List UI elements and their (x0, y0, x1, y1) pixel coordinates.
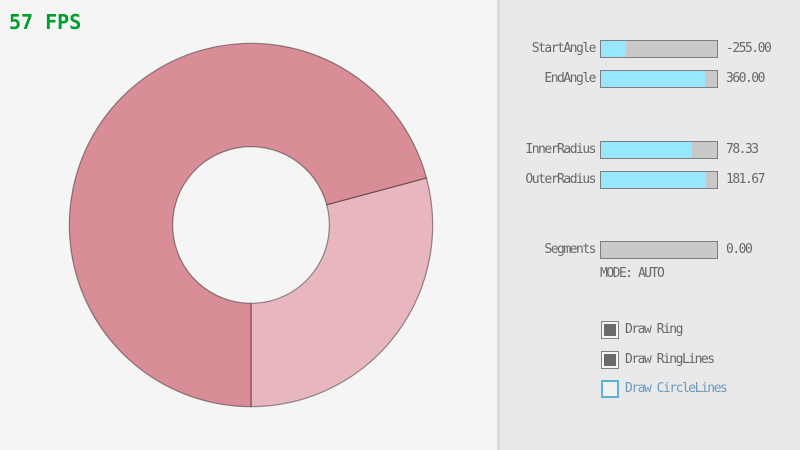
slider-row-endangle: EndAngle 360.00 (500, 70, 800, 88)
controls-panel: StartAngle -255.00 EndAngle 360.00 Inner… (500, 0, 800, 450)
slider-fill-innerradius (601, 142, 692, 158)
slider-value-innerradius: 78.33 (726, 142, 759, 157)
slider-label-outerradius: OuterRadius (525, 172, 596, 187)
ring-sector (250, 177, 434, 408)
slider-label-endangle: EndAngle (544, 71, 596, 86)
checkbox-label-draw-ring: Draw Ring (625, 322, 683, 337)
slider-innerradius[interactable] (600, 141, 718, 159)
slider-fill-startangle (601, 41, 627, 57)
slider-value-endangle: 360.00 (726, 71, 765, 86)
checkbox-draw-ring[interactable] (601, 321, 619, 339)
checkbox-row-draw-circlelines: Draw CircleLines (500, 380, 800, 398)
slider-endangle[interactable] (600, 70, 718, 88)
slider-value-startangle: -255.00 (726, 41, 772, 56)
slider-fill-outerradius (601, 172, 707, 188)
segments-mode-text: MODE: AUTO (600, 266, 665, 281)
ring-sector (68, 42, 428, 408)
slider-row-startangle: StartAngle -255.00 (500, 40, 800, 58)
slider-segments[interactable] (600, 241, 718, 259)
checkbox-draw-ringlines[interactable] (601, 351, 619, 369)
ring-canvas (68, 42, 434, 408)
checkbox-label-draw-circlelines: Draw CircleLines (625, 381, 728, 396)
slider-row-segments: Segments 0.00 (500, 241, 800, 259)
slider-outerradius[interactable] (600, 171, 718, 189)
checkbox-label-draw-ringlines: Draw RingLines (625, 352, 715, 367)
slider-row-innerradius: InnerRadius 78.33 (500, 141, 800, 159)
slider-fill-endangle (601, 71, 706, 87)
slider-row-outerradius: OuterRadius 181.67 (500, 171, 800, 189)
check-mark (604, 354, 616, 366)
panel-divider (497, 0, 500, 450)
checkbox-draw-circlelines[interactable] (601, 380, 619, 398)
checkbox-row-draw-ringlines: Draw RingLines (500, 351, 800, 369)
slider-startangle[interactable] (600, 40, 718, 58)
checkbox-row-draw-ring: Draw Ring (500, 321, 800, 339)
slider-value-outerradius: 181.67 (726, 172, 765, 187)
fps-counter: 57 FPS (9, 10, 82, 34)
slider-label-startangle: StartAngle (531, 41, 597, 56)
check-mark (604, 324, 616, 336)
slider-label-innerradius: InnerRadius (525, 142, 596, 157)
slider-label-segments: Segments (544, 242, 596, 257)
slider-value-segments: 0.00 (726, 242, 753, 257)
